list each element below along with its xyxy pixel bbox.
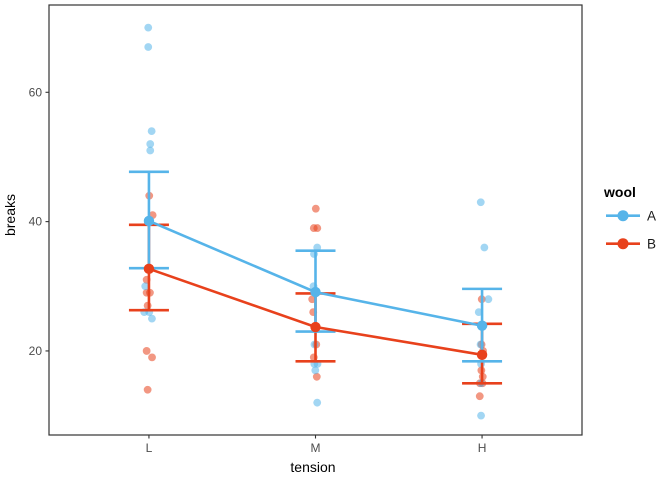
legend-title: wool [603, 184, 636, 200]
y-tick-label: 20 [29, 344, 43, 358]
raw-point-b [143, 385, 152, 394]
raw-point-a [311, 366, 320, 375]
mean-point-a [143, 215, 155, 227]
raw-point-b [475, 392, 484, 401]
legend-entry-a: A [606, 209, 656, 224]
raw-point-a [480, 243, 489, 252]
raw-point-a [146, 146, 155, 155]
legend-key-point-b-icon [617, 238, 629, 250]
raw-point-b [312, 372, 321, 381]
raw-point-a [484, 295, 493, 304]
mean-point-b [143, 263, 155, 275]
legend-key-point-a-icon [617, 210, 629, 222]
raw-point-a [144, 23, 153, 32]
mean-point-a [310, 286, 321, 298]
raw-point-a [141, 282, 150, 291]
raw-point-a [144, 43, 153, 51]
y-tick-label: 60 [29, 85, 43, 99]
legend: wool A B [603, 184, 656, 252]
raw-point-a [313, 398, 322, 407]
legend-label-b: B [647, 237, 656, 252]
raw-point-a [147, 127, 156, 135]
x-tick-label: L [146, 441, 153, 455]
y-tick-label: 40 [29, 215, 43, 229]
raw-point-b [311, 204, 320, 213]
raw-point-a [146, 140, 155, 148]
raw-point-b [148, 353, 156, 362]
legend-label-a: A [647, 209, 656, 224]
raw-point-a [474, 308, 483, 317]
raw-point-b [313, 224, 322, 232]
raw-point-b [142, 347, 151, 355]
mean-point-b [310, 321, 321, 333]
raw-point-a [477, 411, 485, 420]
plot-layers [128, 23, 503, 420]
y-axis-title: breaks [2, 194, 18, 236]
legend-entry-b: B [606, 237, 656, 252]
x-tick-label: M [311, 441, 321, 455]
raw-point-a [148, 314, 156, 323]
raw-point-a [476, 198, 485, 207]
x-tick-label: H [478, 441, 487, 455]
x-axis-title: tension [290, 459, 335, 475]
mean-point-b [476, 349, 488, 361]
raw-point-b [308, 295, 317, 304]
y-axis: 20 40 60 [29, 85, 49, 358]
mean-point-a [476, 320, 488, 331]
